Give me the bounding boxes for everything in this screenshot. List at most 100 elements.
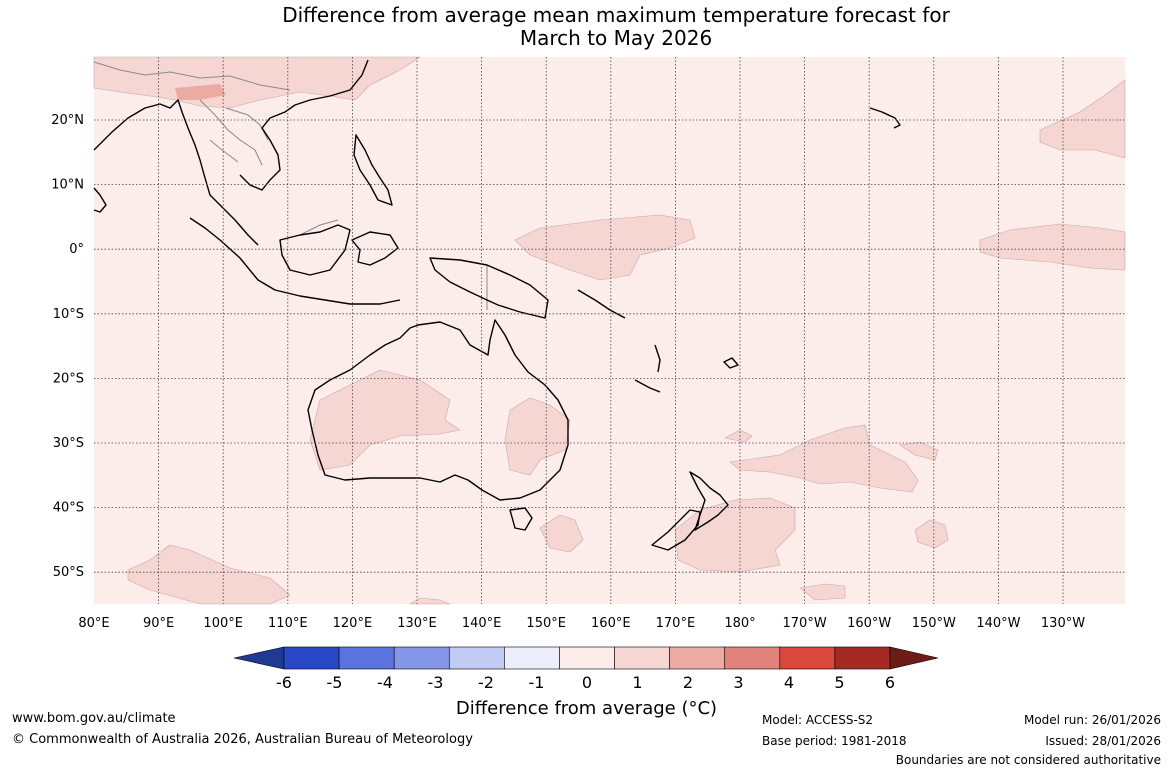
coast-sumatra-java bbox=[189, 217, 401, 305]
coast-new-caledonia bbox=[634, 379, 661, 393]
colorbar-ticks: -6 -5 -4 -3 -2 -1 0 1 2 3 4 5 6 bbox=[276, 673, 895, 692]
patch-small-south bbox=[799, 583, 846, 601]
colorbar-bin bbox=[338, 646, 395, 670]
map-figure: 20°N 10°N 0° 10°S 20°S 30°S 40°S 50°S 80°E 90°E 1… bbox=[51, 56, 1126, 692]
coast-fiji bbox=[723, 357, 739, 369]
patch-tasmania-south bbox=[539, 514, 584, 553]
colorbar-tick-label: 6 bbox=[885, 673, 895, 692]
colorbar-extend-high bbox=[889, 646, 939, 670]
coast-nz-south bbox=[651, 509, 701, 551]
issued-label: Issued: 28/01/2026 bbox=[1045, 734, 1161, 748]
colorbar bbox=[233, 646, 939, 670]
lon-label: 120°E bbox=[333, 616, 373, 631]
patch-east-equatorial bbox=[979, 223, 1126, 271]
colorbar-bin bbox=[283, 646, 340, 670]
patch-asia-north bbox=[93, 56, 422, 109]
patch-myanmar bbox=[175, 84, 226, 100]
lon-label: 110°E bbox=[268, 616, 308, 631]
map-area bbox=[94, 57, 1125, 604]
colorbar-tick-label: 1 bbox=[632, 673, 642, 692]
coast-philippines bbox=[353, 134, 393, 206]
boundary-thailand bbox=[209, 139, 239, 163]
anomaly-patches bbox=[93, 56, 1126, 605]
title-line-2: March to May 2026 bbox=[519, 26, 713, 50]
country-boundaries bbox=[93, 61, 488, 310]
patch-east-australia bbox=[504, 397, 571, 476]
colorbar-title: Difference from average (°C) bbox=[455, 698, 718, 719]
colorbar-bin bbox=[669, 646, 726, 670]
lon-label: 130°E bbox=[397, 616, 437, 631]
lat-label: 30°S bbox=[53, 436, 84, 451]
boundary-laos bbox=[225, 107, 269, 141]
lat-label: 20°S bbox=[53, 371, 84, 386]
colorbar-tick-label: 4 bbox=[784, 673, 794, 692]
lat-label: 10°S bbox=[53, 307, 84, 322]
coast-mainland-asia-west bbox=[93, 99, 259, 246]
colorbar-bin bbox=[724, 646, 781, 670]
lat-label: 10°N bbox=[51, 178, 84, 193]
colorbar-tick-label: 0 bbox=[582, 673, 592, 692]
boundary-china-south bbox=[93, 61, 291, 91]
coast-hawaii bbox=[869, 107, 901, 129]
colorbar-tick-label: 5 bbox=[834, 673, 844, 692]
lat-label: 40°S bbox=[53, 501, 84, 516]
colorbar-extend-low bbox=[233, 646, 285, 670]
colorbar-tick-label: -2 bbox=[478, 673, 494, 692]
colorbar-tick-label: 2 bbox=[683, 673, 693, 692]
longitude-labels: 80°E 90°E 100°E 110°E 120°E 130°E 140°E 150°E 16… bbox=[78, 616, 1085, 631]
coast-solomons bbox=[577, 289, 626, 319]
coast-india bbox=[93, 187, 107, 213]
patch-north-east-pacific bbox=[1039, 79, 1126, 159]
lon-label: 140°W bbox=[976, 616, 1020, 631]
lon-label: 150°E bbox=[526, 616, 566, 631]
model-label: Model: ACCESS-S2 bbox=[762, 713, 874, 727]
patch-south-pacific bbox=[914, 519, 949, 549]
colorbar-bin bbox=[614, 646, 670, 670]
coast-australia bbox=[307, 319, 569, 501]
lon-label: 170°E bbox=[656, 616, 696, 631]
coastlines bbox=[93, 59, 901, 551]
copyright-text: © Commonwealth of Australia 2026, Austra… bbox=[12, 732, 473, 747]
colorbar-bin bbox=[559, 646, 615, 670]
coast-tasmania bbox=[509, 507, 533, 531]
title-line-1: Difference from average mean maximum tem… bbox=[282, 3, 950, 27]
boundary-indochina bbox=[199, 99, 263, 166]
colorbar-bin bbox=[779, 646, 836, 670]
gridlines bbox=[94, 57, 1125, 604]
lon-label: 130°W bbox=[1041, 616, 1085, 631]
lon-label: 140°E bbox=[462, 616, 502, 631]
lon-label: 80°E bbox=[78, 616, 109, 631]
patch-tasman-east bbox=[729, 424, 919, 493]
lat-label: 50°S bbox=[53, 565, 84, 580]
patch-equatorial-pacific bbox=[514, 214, 696, 281]
lon-label: 180° bbox=[724, 616, 755, 631]
lat-label: 20°N bbox=[51, 113, 84, 128]
chart-title: Difference from average mean maximum tem… bbox=[0, 4, 1173, 50]
lon-label: 90°E bbox=[143, 616, 174, 631]
lon-label: 170°W bbox=[783, 616, 827, 631]
coast-vanuatu bbox=[654, 344, 661, 373]
coast-sulawesi bbox=[351, 231, 399, 266]
lon-label: 150°W bbox=[912, 616, 956, 631]
colorbar-tick-label: -3 bbox=[428, 673, 444, 692]
website-link[interactable]: www.bom.gov.au/climate bbox=[12, 711, 176, 726]
base-period-label: Base period: 1981-2018 bbox=[762, 734, 907, 748]
colorbar-bin bbox=[448, 646, 505, 670]
boundaries-disclaimer: Boundaries are not considered authoritat… bbox=[895, 753, 1161, 767]
lon-label: 100°E bbox=[203, 616, 243, 631]
patch-southern-ocean-west bbox=[127, 544, 291, 605]
colorbar-tick-label: -4 bbox=[377, 673, 393, 692]
patch-small-pacific bbox=[899, 441, 939, 461]
patch-nz-south bbox=[674, 497, 796, 573]
coast-borneo bbox=[279, 224, 351, 276]
colorbar-bin bbox=[834, 646, 891, 670]
colorbar-bin bbox=[393, 646, 450, 670]
model-run-label: Model run: 26/01/2026 bbox=[1023, 713, 1161, 727]
latitude-labels: 20°N 10°N 0° 10°S 20°S 30°S 40°S 50°S bbox=[51, 113, 84, 580]
colorbar-bin bbox=[504, 646, 560, 670]
lon-label: 160°E bbox=[591, 616, 631, 631]
lon-label: 160°W bbox=[847, 616, 891, 631]
lat-label: 0° bbox=[69, 242, 84, 257]
boundary-borneo bbox=[299, 219, 339, 236]
colorbar-tick-label: -1 bbox=[529, 673, 545, 692]
